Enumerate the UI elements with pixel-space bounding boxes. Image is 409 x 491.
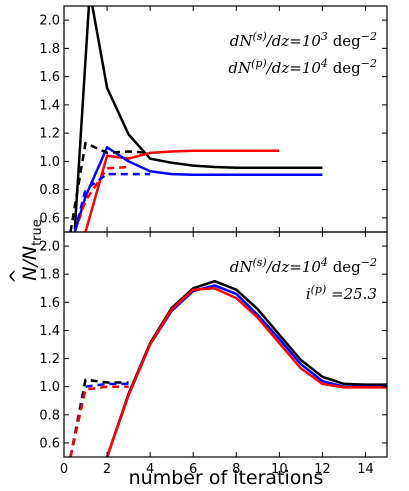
panels: 0.6 0.8 1.0 1.2 1.4 1.6 1.8 2.0 dN(s)/dz=103 deg… bbox=[39, 5, 388, 477]
svg-text:N/Ntrue: N/Ntrue bbox=[19, 219, 45, 281]
top-series-3-line bbox=[69, 141, 151, 232]
bottom-y-tick-label: 1.2 bbox=[39, 352, 60, 367]
bottom-series-5-line bbox=[69, 385, 129, 457]
top-y-tick-label: 1.8 bbox=[39, 42, 60, 57]
top-panel: 0.6 0.8 1.0 1.2 1.4 1.6 1.8 2.0 dN(s)/dz=103 deg… bbox=[39, 5, 388, 233]
y-axis-label-div: /N bbox=[19, 246, 41, 269]
top-y-tick-label: 1.0 bbox=[39, 155, 60, 170]
bottom-annotation-1: i(p) =25.3 bbox=[306, 283, 377, 303]
x-tick-label: 6 bbox=[189, 462, 197, 477]
y-axis-label-sub: true bbox=[30, 219, 45, 246]
x-tick-label: 12 bbox=[314, 462, 331, 477]
y-axis-label-hat: ^ bbox=[6, 268, 28, 284]
top-annotation-0: dN(s)/dz=103 deg−2 bbox=[230, 30, 377, 50]
bottom-series-group bbox=[69, 279, 387, 457]
x-tick-label: 10 bbox=[271, 462, 288, 477]
top-y-tick-label: 1.6 bbox=[39, 70, 60, 85]
top-series-2-line bbox=[73, 146, 323, 232]
bottom-y-tick-label: 0.8 bbox=[39, 408, 60, 423]
x-tick-label: 8 bbox=[232, 462, 240, 477]
bottom-plot-frame bbox=[63, 231, 388, 458]
bottom-y-tick-label: 1.6 bbox=[39, 296, 60, 311]
top-series-group bbox=[69, 6, 323, 232]
y-axis-label-n: N bbox=[19, 267, 41, 281]
bottom-y-tick-label: 1.0 bbox=[39, 380, 60, 395]
top-y-tick-label: 2.0 bbox=[39, 14, 60, 29]
bottom-y-tick-label: 2.0 bbox=[39, 240, 60, 255]
top-series-5-line bbox=[73, 172, 151, 232]
top-y-tick-label: 0.8 bbox=[39, 183, 60, 198]
x-tick-label: 2 bbox=[103, 462, 111, 477]
bottom-series-1-line bbox=[105, 284, 387, 457]
top-series-0-line bbox=[73, 6, 323, 230]
x-tick-label: 0 bbox=[60, 462, 68, 477]
bottom-y-tick-label: 1.8 bbox=[39, 268, 60, 283]
y-axis-label: N/Ntrue ^ bbox=[6, 219, 45, 284]
top-y-tick-label: 1.4 bbox=[39, 98, 60, 113]
top-y-tick-label: 0.6 bbox=[39, 211, 60, 226]
top-y-tick-label: 1.2 bbox=[39, 127, 60, 142]
top-series-4-line bbox=[73, 165, 129, 232]
bottom-series-2-line bbox=[105, 287, 387, 457]
bottom-y-tick-label: 0.6 bbox=[39, 436, 60, 451]
bottom-annotation-0: dN(s)/dz=104 deg−2 bbox=[230, 256, 377, 276]
top-annotation-1: dN(p)/dz=104 deg−2 bbox=[228, 57, 377, 77]
x-axis-label: number of iterations bbox=[129, 467, 324, 489]
x-tick-label: 4 bbox=[146, 462, 154, 477]
top-series-1-line bbox=[84, 149, 280, 232]
x-tick-label: 14 bbox=[357, 462, 374, 477]
bottom-panel: 0.6 0.8 1.0 1.2 1.4 1.6 1.8 2.0 0 2 4 6 8 10 12 14 dN(s)… bbox=[39, 231, 388, 477]
bottom-y-tick-label: 1.4 bbox=[39, 324, 60, 339]
